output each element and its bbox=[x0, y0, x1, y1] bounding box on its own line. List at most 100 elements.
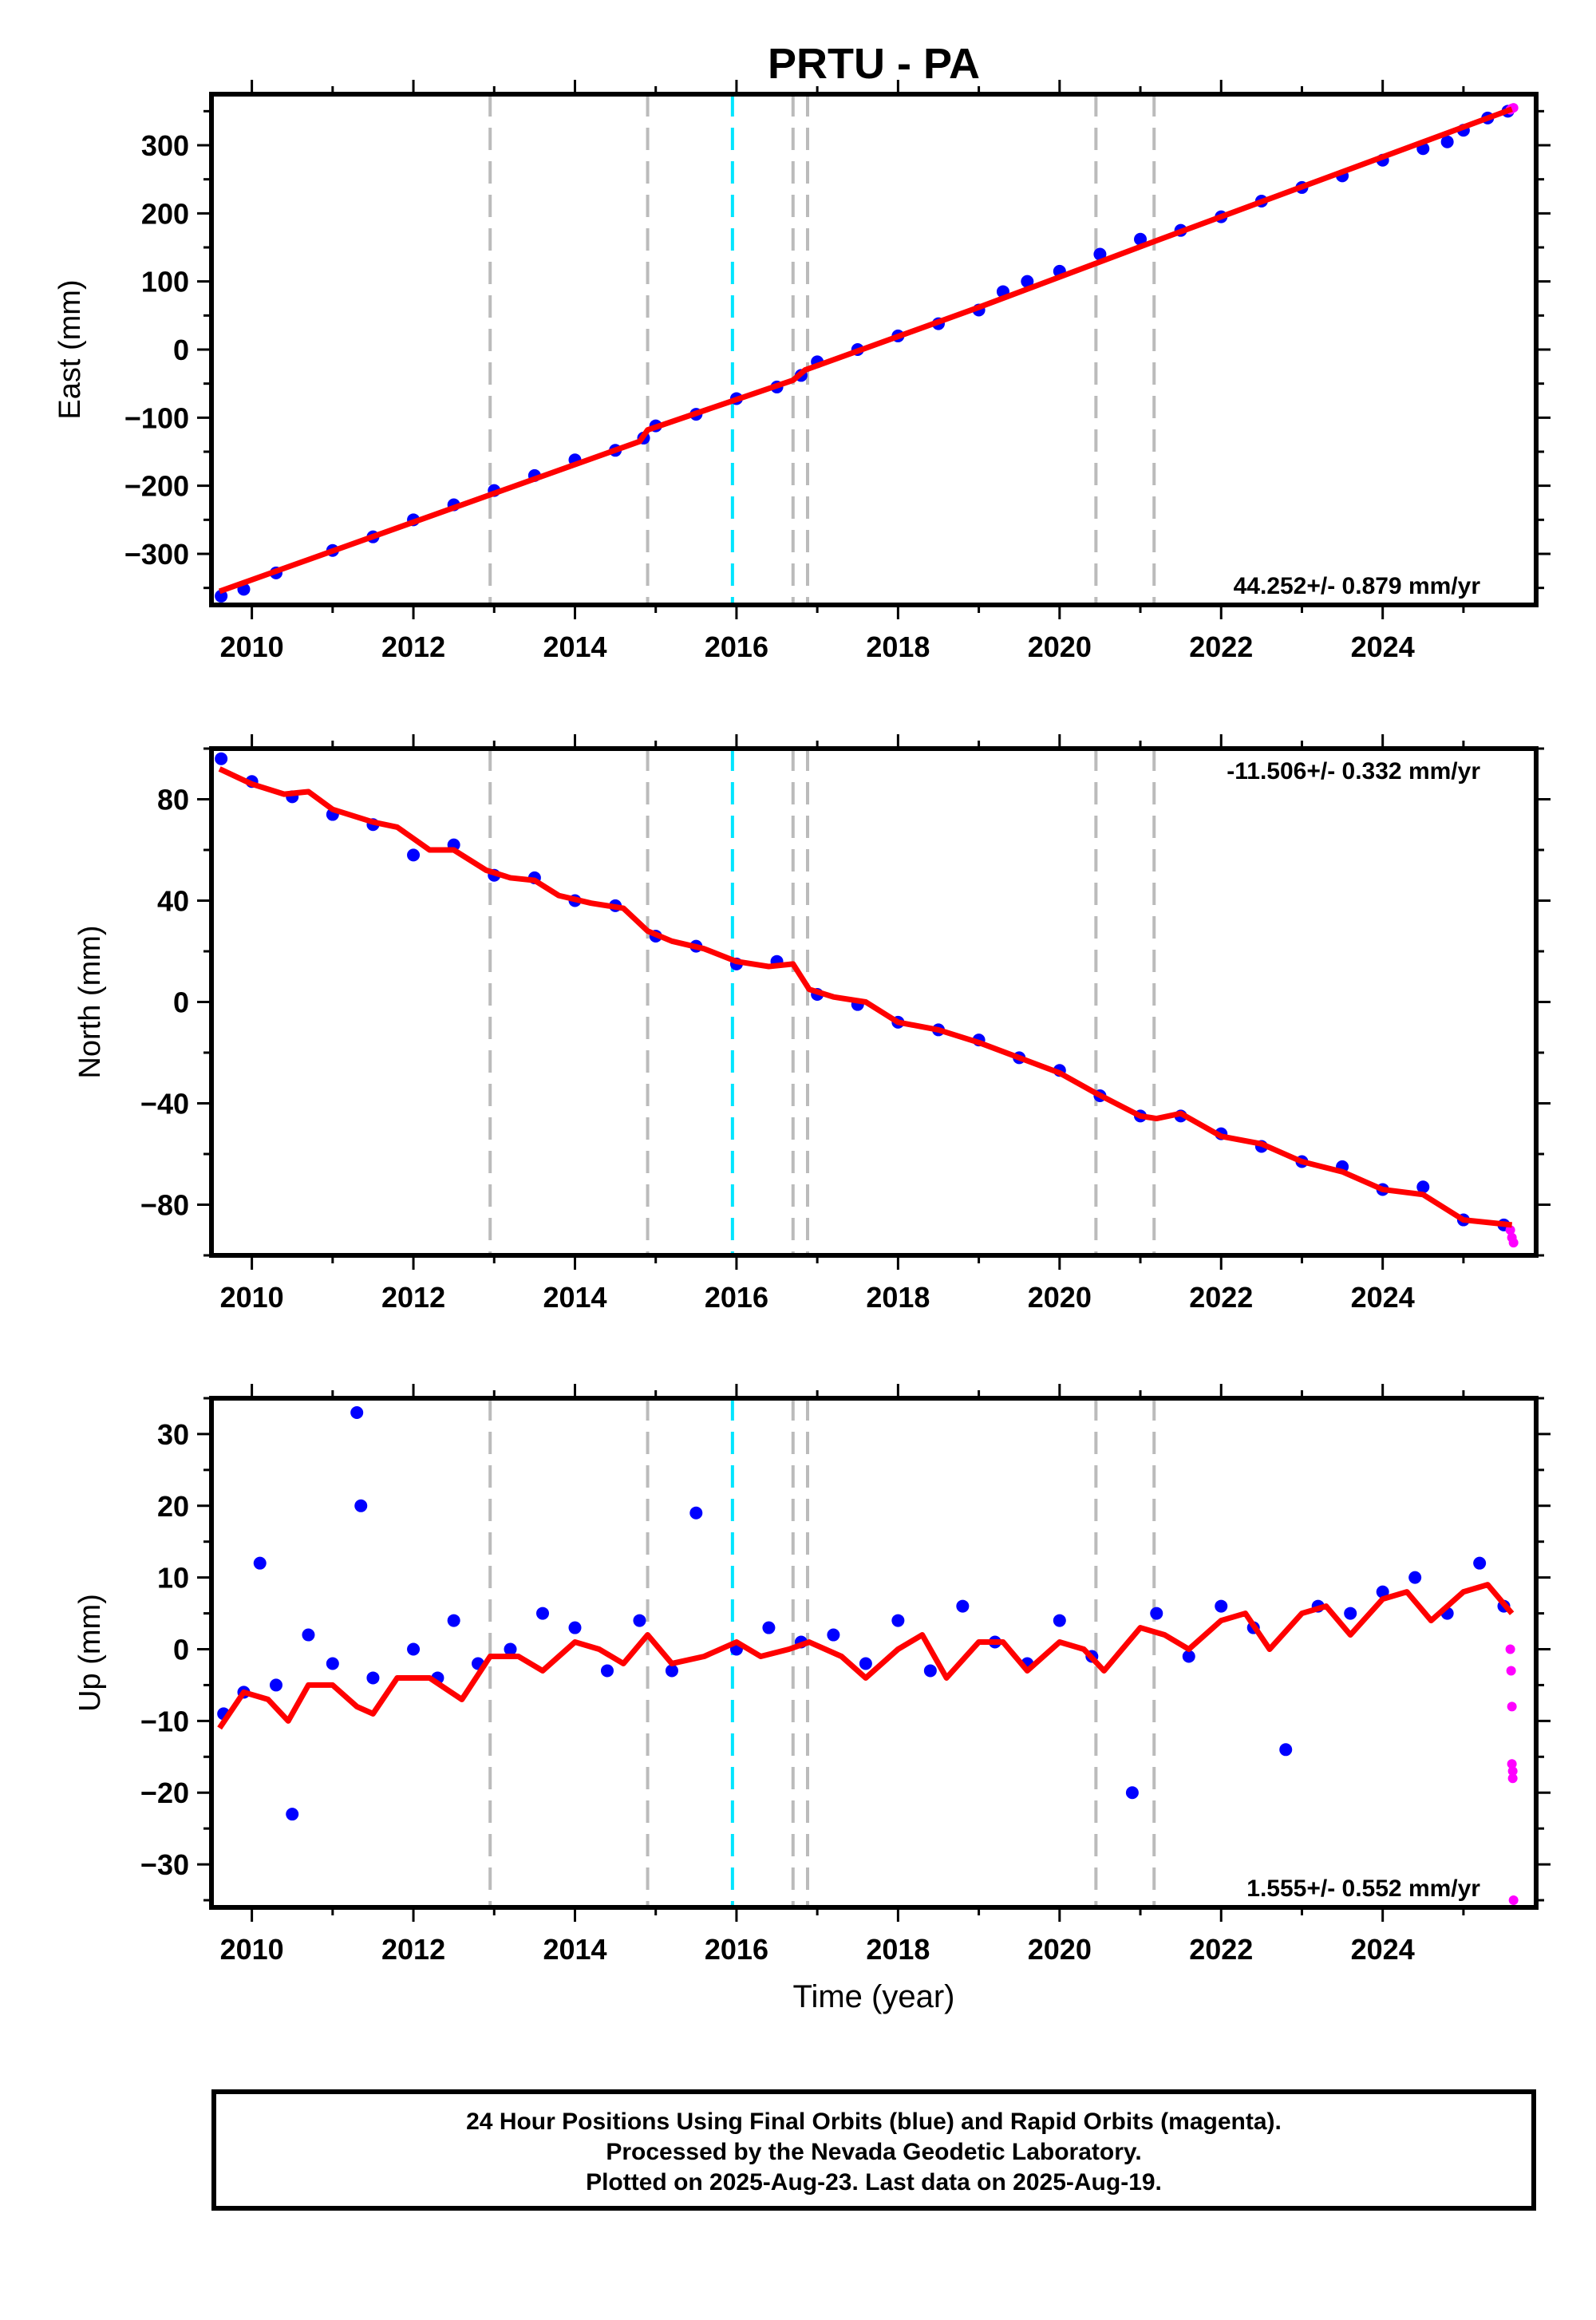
caption-box: 24 Hour Positions Using Final Orbits (bl… bbox=[211, 2089, 1536, 2211]
final-orbit-point bbox=[350, 1405, 364, 1419]
y-tick-label: −200 bbox=[124, 470, 189, 503]
y-tick-label: 0 bbox=[173, 1634, 189, 1666]
y-tick-label: −80 bbox=[140, 1189, 189, 1222]
y-tick-label: 300 bbox=[141, 129, 189, 162]
x-tick-label: 2020 bbox=[1028, 1933, 1092, 1966]
panel-north: 2010 2012 2014 2016 2018 2020 2022 2024 −80 −40 0 4… bbox=[73, 734, 1551, 1314]
plot-frame bbox=[209, 1396, 1539, 1910]
final-orbit-point bbox=[859, 1657, 872, 1670]
y-axis-label: East (mm) bbox=[53, 279, 87, 419]
final-orbit-point bbox=[407, 848, 421, 862]
y-tick-label: −10 bbox=[140, 1705, 189, 1737]
final-orbit-point bbox=[536, 1607, 549, 1620]
trend-line bbox=[217, 1582, 1515, 1730]
x-tick-label: 2024 bbox=[1351, 1933, 1415, 1966]
x-tick-label: 2012 bbox=[381, 1281, 445, 1314]
caption-line-3: Plotted on 2025-Aug-23. Last data on 202… bbox=[586, 2169, 1162, 2196]
x-tick-label: 2020 bbox=[1028, 1281, 1092, 1314]
y-tick-label: −100 bbox=[124, 401, 189, 434]
final-orbit-point bbox=[956, 1599, 970, 1613]
x-tick-label: 2014 bbox=[543, 630, 606, 663]
rapid-orbit-point bbox=[1505, 1225, 1515, 1235]
final-orbit-point bbox=[253, 1556, 267, 1570]
final-orbit-point bbox=[1150, 1607, 1163, 1620]
x-tick-label: 2010 bbox=[220, 1281, 284, 1314]
x-tick-label: 2016 bbox=[705, 1933, 768, 1966]
final-orbit-point bbox=[366, 1671, 380, 1685]
final-orbit-point bbox=[1473, 1556, 1487, 1570]
final-orbit-point bbox=[923, 1664, 937, 1678]
y-tick-label: −30 bbox=[140, 1848, 189, 1881]
final-orbit-point bbox=[762, 1621, 776, 1634]
y-tick-label: 30 bbox=[157, 1418, 189, 1451]
y-tick-label: 40 bbox=[157, 885, 189, 918]
x-tick-label: 2010 bbox=[220, 1933, 284, 1966]
rapid-orbit-point bbox=[1508, 1895, 1519, 1906]
plot-area bbox=[217, 1398, 1519, 1907]
x-tick-label: 2024 bbox=[1351, 630, 1415, 663]
x-tick-label: 2022 bbox=[1189, 1933, 1253, 1966]
y-tick-label: −300 bbox=[124, 538, 189, 571]
final-orbit-point bbox=[354, 1499, 368, 1512]
final-orbit-point bbox=[286, 1808, 299, 1821]
x-axis-label: Time (year) bbox=[793, 1979, 955, 2014]
final-orbit-point bbox=[1408, 1571, 1422, 1584]
rapid-orbit-point bbox=[1506, 1666, 1516, 1676]
final-orbit-point bbox=[1182, 1650, 1195, 1663]
plot-area bbox=[215, 94, 1519, 605]
x-tick-label: 2010 bbox=[220, 630, 284, 663]
rapid-orbit-point bbox=[1505, 1644, 1515, 1654]
plot-frame bbox=[209, 746, 1539, 1258]
panel-up: 2010 2012 2014 2016 2018 2020 2022 2024−30−20−1… bbox=[73, 1384, 1551, 2014]
y-tick-label: 100 bbox=[141, 266, 189, 298]
final-orbit-point bbox=[1134, 232, 1148, 246]
final-orbit-point bbox=[1093, 247, 1107, 261]
rate-label: 1.555+/- 0.552 mm/yr bbox=[1246, 1875, 1480, 1902]
x-tick-label: 2012 bbox=[381, 630, 445, 663]
caption-line-2: Processed by the Nevada Geodetic Laborat… bbox=[606, 2139, 1142, 2165]
x-tick-label: 2022 bbox=[1189, 630, 1253, 663]
final-orbit-point bbox=[1376, 1585, 1389, 1599]
x-tick-label: 2012 bbox=[381, 1933, 445, 1966]
final-orbit-point bbox=[1440, 135, 1454, 148]
final-orbit-point bbox=[1125, 1786, 1139, 1800]
x-tick-label: 2014 bbox=[543, 1281, 606, 1314]
rate-label: 44.252+/- 0.879 mm/yr bbox=[1234, 573, 1481, 599]
caption-line-1: 24 Hour Positions Using Final Orbits (bl… bbox=[466, 2109, 1282, 2135]
rapid-orbit-point bbox=[1507, 1701, 1517, 1712]
x-tick-label: 2016 bbox=[705, 1281, 768, 1314]
x-tick-label: 2020 bbox=[1028, 630, 1092, 663]
final-orbit-point bbox=[302, 1628, 315, 1642]
final-orbit-point bbox=[1053, 1614, 1066, 1627]
final-orbit-point bbox=[568, 1621, 582, 1634]
rate-label: -11.506+/- 0.332 mm/yr bbox=[1227, 758, 1480, 785]
y-tick-label: −20 bbox=[140, 1777, 189, 1809]
x-tick-label: 2018 bbox=[866, 1933, 930, 1966]
y-tick-label: 0 bbox=[173, 334, 189, 366]
panel-east: 2010 2012 2014 2016 2018 2020 2022 2024 −300 −200… bbox=[53, 40, 1551, 663]
x-tick-label: 2014 bbox=[543, 1933, 606, 1966]
final-orbit-point bbox=[447, 1614, 460, 1627]
final-orbit-point bbox=[269, 1678, 282, 1692]
plot-area bbox=[215, 749, 1519, 1255]
y-tick-label: 20 bbox=[157, 1490, 189, 1523]
final-orbit-point bbox=[689, 1506, 703, 1520]
rapid-orbit-point bbox=[1508, 1238, 1519, 1248]
x-tick-label: 2018 bbox=[866, 630, 930, 663]
final-orbit-point bbox=[1344, 1607, 1357, 1620]
y-tick-label: 10 bbox=[157, 1562, 189, 1595]
rapid-orbit-point bbox=[1507, 1773, 1518, 1784]
rapid-orbit-point bbox=[1507, 1759, 1517, 1769]
final-orbit-point bbox=[1279, 1743, 1293, 1757]
chart-title: PRTU - PA bbox=[768, 40, 980, 88]
final-orbit-point bbox=[215, 589, 228, 603]
y-tick-label: 80 bbox=[157, 784, 189, 816]
y-axis-label: North (mm) bbox=[73, 925, 107, 1078]
final-orbit-point bbox=[1215, 1599, 1228, 1613]
y-tick-label: 200 bbox=[141, 197, 189, 230]
y-tick-label: 0 bbox=[173, 986, 189, 1019]
final-orbit-point bbox=[504, 1642, 517, 1656]
final-orbit-point bbox=[326, 1657, 339, 1670]
